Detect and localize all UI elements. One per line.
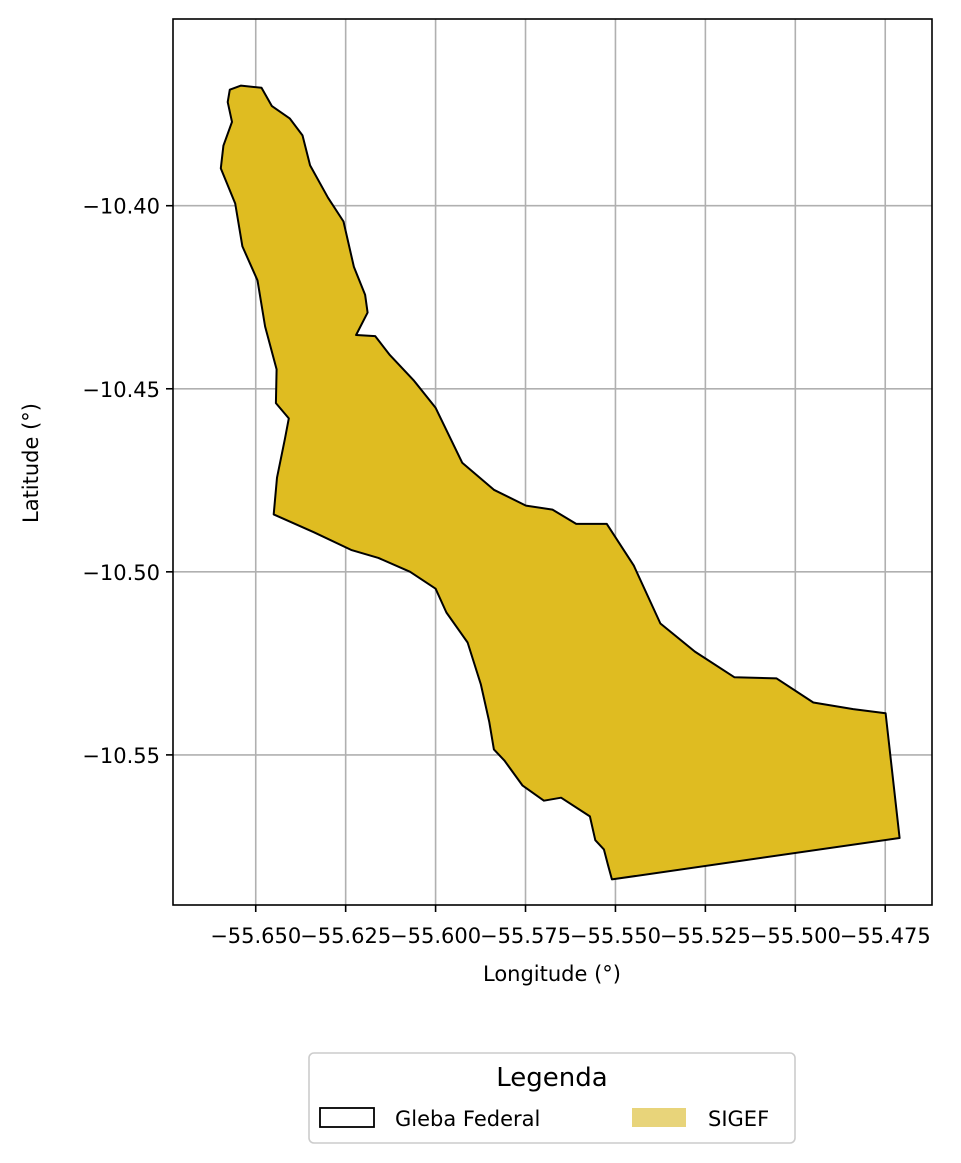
y-axis-title: Latitude (°) [19, 403, 43, 523]
axes-frame [172, 18, 933, 906]
x-tick-label: −55.600 [390, 924, 481, 948]
tick-marks-and-labels: −55.650−55.625−55.600−55.575−55.550−55.5… [82, 195, 930, 948]
x-tick-label: −55.625 [300, 924, 391, 948]
y-tick-label: −10.45 [82, 378, 160, 402]
y-tick-label: −10.50 [82, 561, 160, 585]
legend-swatch-sigef [632, 1108, 686, 1127]
legend-label-gleba-federal: Gleba Federal [395, 1107, 540, 1131]
sigef-area-polygon [219, 84, 901, 881]
x-tick-label: −55.500 [750, 924, 841, 948]
legend-label-sigef: SIGEF [708, 1107, 769, 1131]
y-tick-label: −10.40 [82, 195, 160, 219]
legend-swatch-gleba-federal [319, 1107, 375, 1128]
x-tick-label: −55.575 [480, 924, 571, 948]
legend-title: Legenda [496, 1063, 607, 1093]
x-axis-title: Longitude (°) [483, 962, 621, 986]
x-tick-label: −55.525 [660, 924, 751, 948]
plot-area [172, 18, 933, 906]
x-tick-label: −55.550 [570, 924, 661, 948]
y-tick-label: −10.55 [82, 744, 160, 768]
legend: Legenda Gleba Federal SIGEF [308, 1052, 796, 1144]
x-tick-label: −55.475 [840, 924, 931, 948]
x-tick-label: −55.650 [210, 924, 301, 948]
